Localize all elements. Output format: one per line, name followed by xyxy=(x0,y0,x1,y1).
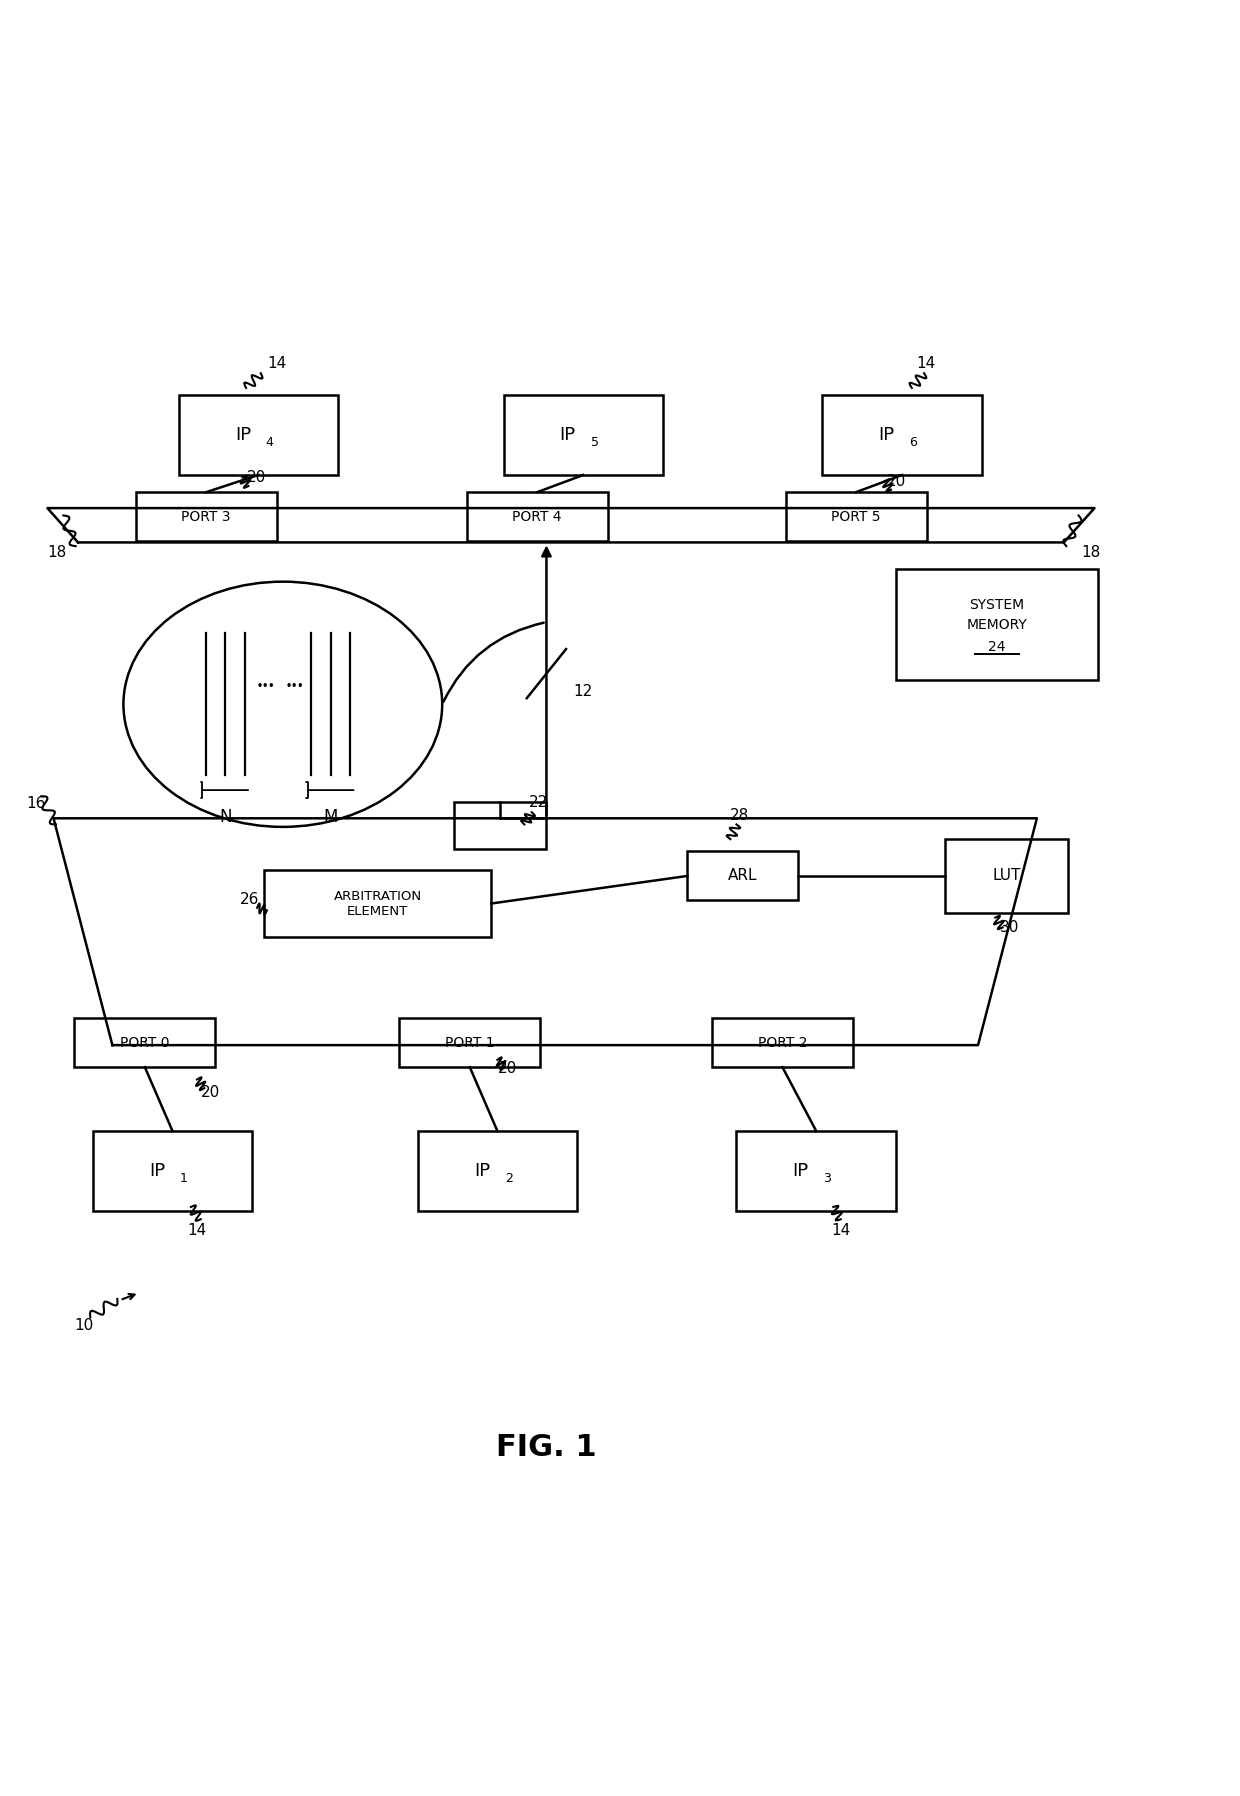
Text: LUT: LUT xyxy=(992,869,1021,884)
FancyBboxPatch shape xyxy=(503,395,663,474)
FancyBboxPatch shape xyxy=(687,851,797,900)
FancyBboxPatch shape xyxy=(737,1131,895,1211)
Text: PORT 1: PORT 1 xyxy=(445,1036,495,1049)
Text: PORT 2: PORT 2 xyxy=(758,1036,807,1049)
Text: 5: 5 xyxy=(590,436,599,449)
FancyBboxPatch shape xyxy=(785,492,926,541)
Text: ARL: ARL xyxy=(728,869,758,884)
FancyBboxPatch shape xyxy=(135,492,277,541)
Text: 10: 10 xyxy=(74,1318,94,1333)
Text: IP: IP xyxy=(474,1162,490,1180)
Text: 26: 26 xyxy=(239,893,259,907)
FancyBboxPatch shape xyxy=(455,803,547,850)
Text: 18: 18 xyxy=(47,546,67,560)
FancyBboxPatch shape xyxy=(399,1018,541,1067)
Text: 3: 3 xyxy=(823,1171,831,1185)
Text: 1: 1 xyxy=(180,1171,187,1185)
FancyBboxPatch shape xyxy=(179,395,339,474)
Text: •••: ••• xyxy=(286,681,304,691)
Text: SYSTEM: SYSTEM xyxy=(970,598,1024,612)
Text: 20: 20 xyxy=(247,471,267,485)
Text: 24: 24 xyxy=(988,639,1006,654)
Text: 14: 14 xyxy=(267,356,286,372)
Text: PORT 0: PORT 0 xyxy=(120,1036,170,1049)
Text: MEMORY: MEMORY xyxy=(967,618,1028,632)
Text: 12: 12 xyxy=(573,684,593,699)
FancyBboxPatch shape xyxy=(945,839,1068,912)
Text: 20: 20 xyxy=(201,1085,219,1099)
Text: IP: IP xyxy=(878,426,894,444)
Text: 14: 14 xyxy=(916,356,936,372)
FancyBboxPatch shape xyxy=(74,1018,216,1067)
Text: •••: ••• xyxy=(257,681,275,691)
Text: IP: IP xyxy=(559,426,575,444)
Text: 20: 20 xyxy=(497,1061,517,1076)
Text: 6: 6 xyxy=(909,436,918,449)
FancyBboxPatch shape xyxy=(418,1131,577,1211)
Text: 14: 14 xyxy=(187,1223,206,1237)
Text: 2: 2 xyxy=(505,1171,512,1185)
Text: 14: 14 xyxy=(831,1223,851,1237)
Text: 28: 28 xyxy=(730,808,750,823)
FancyBboxPatch shape xyxy=(895,569,1099,679)
Text: 20: 20 xyxy=(888,474,906,489)
FancyBboxPatch shape xyxy=(712,1018,853,1067)
Text: ARBITRATION
ELEMENT: ARBITRATION ELEMENT xyxy=(334,889,422,918)
Text: IP: IP xyxy=(149,1162,165,1180)
Text: 4: 4 xyxy=(265,436,274,449)
Text: PORT 5: PORT 5 xyxy=(831,510,880,524)
Text: 18: 18 xyxy=(1081,546,1100,560)
Text: IP: IP xyxy=(234,426,250,444)
Text: PORT 4: PORT 4 xyxy=(512,510,562,524)
FancyBboxPatch shape xyxy=(822,395,982,474)
Text: 22: 22 xyxy=(529,796,548,810)
Text: 16: 16 xyxy=(26,796,46,812)
Text: FIG. 1: FIG. 1 xyxy=(496,1433,596,1462)
Text: N: N xyxy=(219,808,232,826)
FancyBboxPatch shape xyxy=(93,1131,252,1211)
Text: M: M xyxy=(324,808,337,826)
Text: 30: 30 xyxy=(1001,920,1019,936)
Text: IP: IP xyxy=(792,1162,808,1180)
Text: PORT 3: PORT 3 xyxy=(181,510,231,524)
FancyBboxPatch shape xyxy=(264,869,491,938)
FancyBboxPatch shape xyxy=(466,492,608,541)
